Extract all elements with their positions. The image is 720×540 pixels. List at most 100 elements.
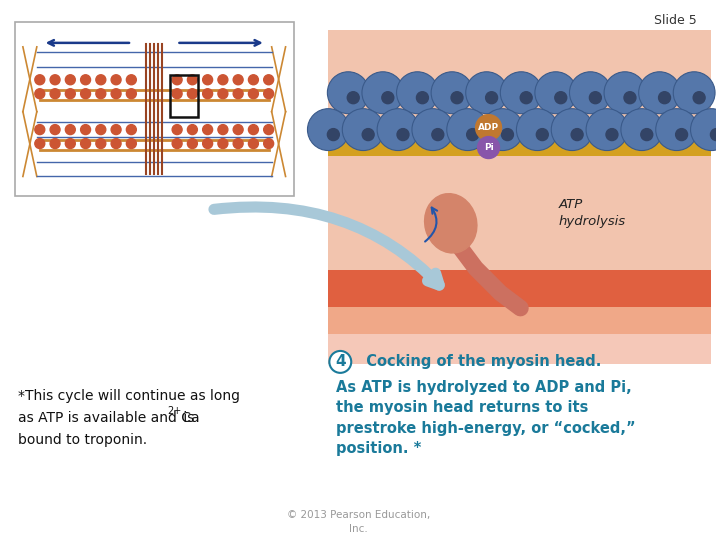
Ellipse shape — [425, 194, 477, 253]
Text: ATP
hydrolysis: ATP hydrolysis — [558, 198, 626, 228]
Circle shape — [673, 72, 715, 113]
Circle shape — [96, 139, 106, 148]
FancyBboxPatch shape — [328, 307, 711, 334]
Circle shape — [482, 109, 523, 151]
Circle shape — [397, 129, 409, 140]
Circle shape — [307, 109, 349, 151]
Circle shape — [329, 351, 351, 373]
Text: © 2013 Pearson Education,
Inc.: © 2013 Pearson Education, Inc. — [287, 510, 430, 534]
Circle shape — [233, 139, 243, 148]
Circle shape — [81, 75, 91, 85]
Circle shape — [202, 125, 212, 134]
Circle shape — [50, 139, 60, 148]
Circle shape — [656, 109, 698, 151]
Circle shape — [248, 139, 258, 148]
Text: Slide 5: Slide 5 — [654, 14, 696, 27]
Circle shape — [604, 72, 646, 113]
Circle shape — [172, 75, 182, 85]
Circle shape — [202, 75, 212, 85]
Circle shape — [172, 139, 182, 148]
Circle shape — [675, 129, 688, 140]
Circle shape — [111, 75, 121, 85]
Circle shape — [621, 109, 662, 151]
Text: Cocking of the myosin head.: Cocking of the myosin head. — [356, 354, 602, 369]
Circle shape — [586, 109, 628, 151]
Circle shape — [382, 92, 394, 104]
FancyBboxPatch shape — [15, 22, 294, 197]
Circle shape — [111, 89, 121, 99]
Circle shape — [347, 92, 359, 104]
Circle shape — [218, 139, 228, 148]
Text: As ATP is hydrolyzed to ADP and Pi,
the myosin head returns to its
prestroke hig: As ATP is hydrolyzed to ADP and Pi, the … — [336, 380, 636, 456]
Circle shape — [127, 139, 136, 148]
Circle shape — [659, 92, 670, 104]
Circle shape — [127, 89, 136, 99]
Circle shape — [35, 75, 45, 85]
FancyArrowPatch shape — [214, 207, 439, 285]
Circle shape — [466, 72, 508, 113]
Circle shape — [111, 125, 121, 134]
Circle shape — [535, 72, 577, 113]
Text: 2+: 2+ — [167, 406, 181, 416]
Circle shape — [412, 109, 454, 151]
Circle shape — [362, 72, 404, 113]
Circle shape — [264, 75, 274, 85]
Circle shape — [35, 125, 45, 134]
Circle shape — [606, 129, 618, 140]
Text: as ATP is available and Ca: as ATP is available and Ca — [18, 411, 199, 425]
FancyBboxPatch shape — [328, 334, 711, 364]
Circle shape — [202, 89, 212, 99]
Circle shape — [187, 75, 197, 85]
Circle shape — [264, 125, 274, 134]
Circle shape — [397, 72, 438, 113]
Circle shape — [81, 125, 91, 134]
Circle shape — [81, 139, 91, 148]
Circle shape — [218, 125, 228, 134]
Circle shape — [96, 75, 106, 85]
FancyArrowPatch shape — [425, 207, 437, 241]
Circle shape — [233, 125, 243, 134]
Circle shape — [451, 92, 463, 104]
Circle shape — [447, 109, 489, 151]
Circle shape — [50, 89, 60, 99]
Circle shape — [693, 92, 705, 104]
Circle shape — [111, 139, 121, 148]
Text: *This cycle will continue as long: *This cycle will continue as long — [18, 389, 240, 403]
Circle shape — [264, 89, 274, 99]
Circle shape — [502, 129, 513, 140]
Circle shape — [264, 139, 274, 148]
Circle shape — [516, 109, 558, 151]
Circle shape — [362, 129, 374, 140]
Circle shape — [248, 89, 258, 99]
Circle shape — [500, 72, 542, 113]
Circle shape — [416, 92, 428, 104]
FancyBboxPatch shape — [328, 30, 711, 364]
Circle shape — [35, 89, 45, 99]
Circle shape — [477, 137, 500, 159]
Circle shape — [50, 125, 60, 134]
Circle shape — [552, 109, 593, 151]
Circle shape — [233, 75, 243, 85]
Circle shape — [172, 125, 182, 134]
Circle shape — [590, 92, 601, 104]
Circle shape — [218, 75, 228, 85]
Circle shape — [476, 114, 502, 140]
Circle shape — [431, 72, 473, 113]
Circle shape — [66, 139, 76, 148]
Circle shape — [127, 75, 136, 85]
Circle shape — [377, 109, 419, 151]
Circle shape — [96, 125, 106, 134]
Circle shape — [571, 129, 583, 140]
FancyBboxPatch shape — [328, 141, 711, 156]
Circle shape — [570, 72, 611, 113]
Circle shape — [172, 89, 182, 99]
Circle shape — [690, 109, 720, 151]
Circle shape — [248, 125, 258, 134]
Circle shape — [536, 129, 548, 140]
Circle shape — [485, 92, 498, 104]
Circle shape — [66, 125, 76, 134]
Text: 4: 4 — [335, 354, 346, 369]
Circle shape — [96, 89, 106, 99]
Circle shape — [50, 75, 60, 85]
Circle shape — [711, 129, 720, 140]
